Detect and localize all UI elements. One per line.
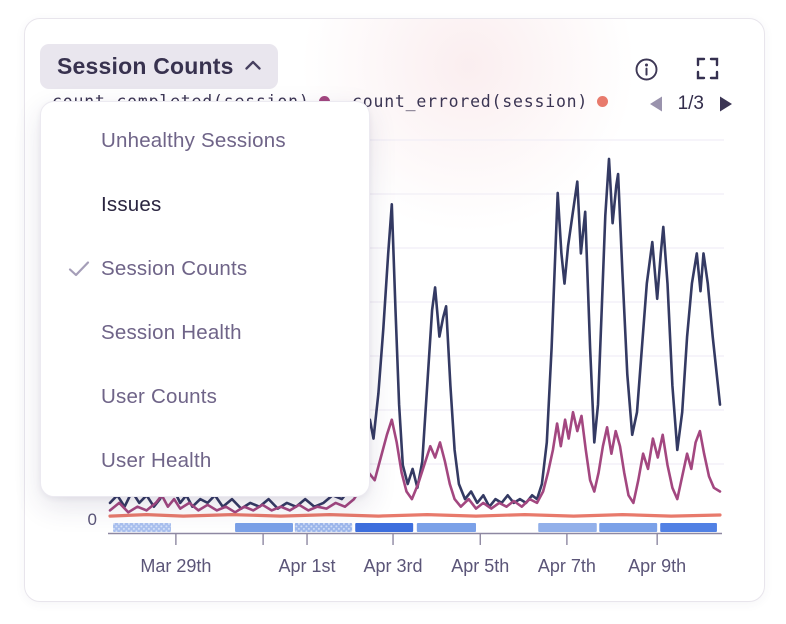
menu-item-label: User Health xyxy=(101,449,212,472)
menu-item-label: Unhealthy Sessions xyxy=(101,129,286,152)
menu-item-user-counts[interactable]: User Counts xyxy=(41,365,369,429)
legend-page-indicator: 1/3 xyxy=(677,93,704,114)
legend-label: count_errored(session) xyxy=(352,92,589,111)
legend-item[interactable]: count_errored(session) xyxy=(352,92,609,111)
menu-item-label: Issues xyxy=(101,193,162,216)
menu-item-label: Session Health xyxy=(101,321,242,344)
widget-title: Session Counts xyxy=(57,53,234,79)
menu-item-label: User Counts xyxy=(101,385,218,408)
menu-item-session-health[interactable]: Session Health xyxy=(41,301,369,365)
legend-dot xyxy=(597,96,609,107)
metric-selector-menu: Unhealthy Sessions Issues Session Counts… xyxy=(40,101,370,497)
menu-item-label: Session Counts xyxy=(101,257,248,280)
menu-item-user-health[interactable]: User Health xyxy=(41,429,369,493)
previous-page-icon[interactable] xyxy=(648,95,664,113)
chevron-up-icon xyxy=(244,59,262,74)
checkmark-icon xyxy=(68,260,90,278)
menu-item-session-counts[interactable]: Session Counts xyxy=(41,237,369,301)
info-icon[interactable] xyxy=(634,57,659,82)
menu-item-unhealthy-sessions[interactable]: Unhealthy Sessions xyxy=(41,109,369,173)
menu-item-issues[interactable]: Issues xyxy=(41,173,369,237)
fullscreen-icon[interactable] xyxy=(696,57,719,80)
metric-selector-button[interactable]: Session Counts xyxy=(40,44,278,89)
next-page-icon[interactable] xyxy=(718,95,734,113)
legend-pager: 1/3 xyxy=(648,92,734,116)
